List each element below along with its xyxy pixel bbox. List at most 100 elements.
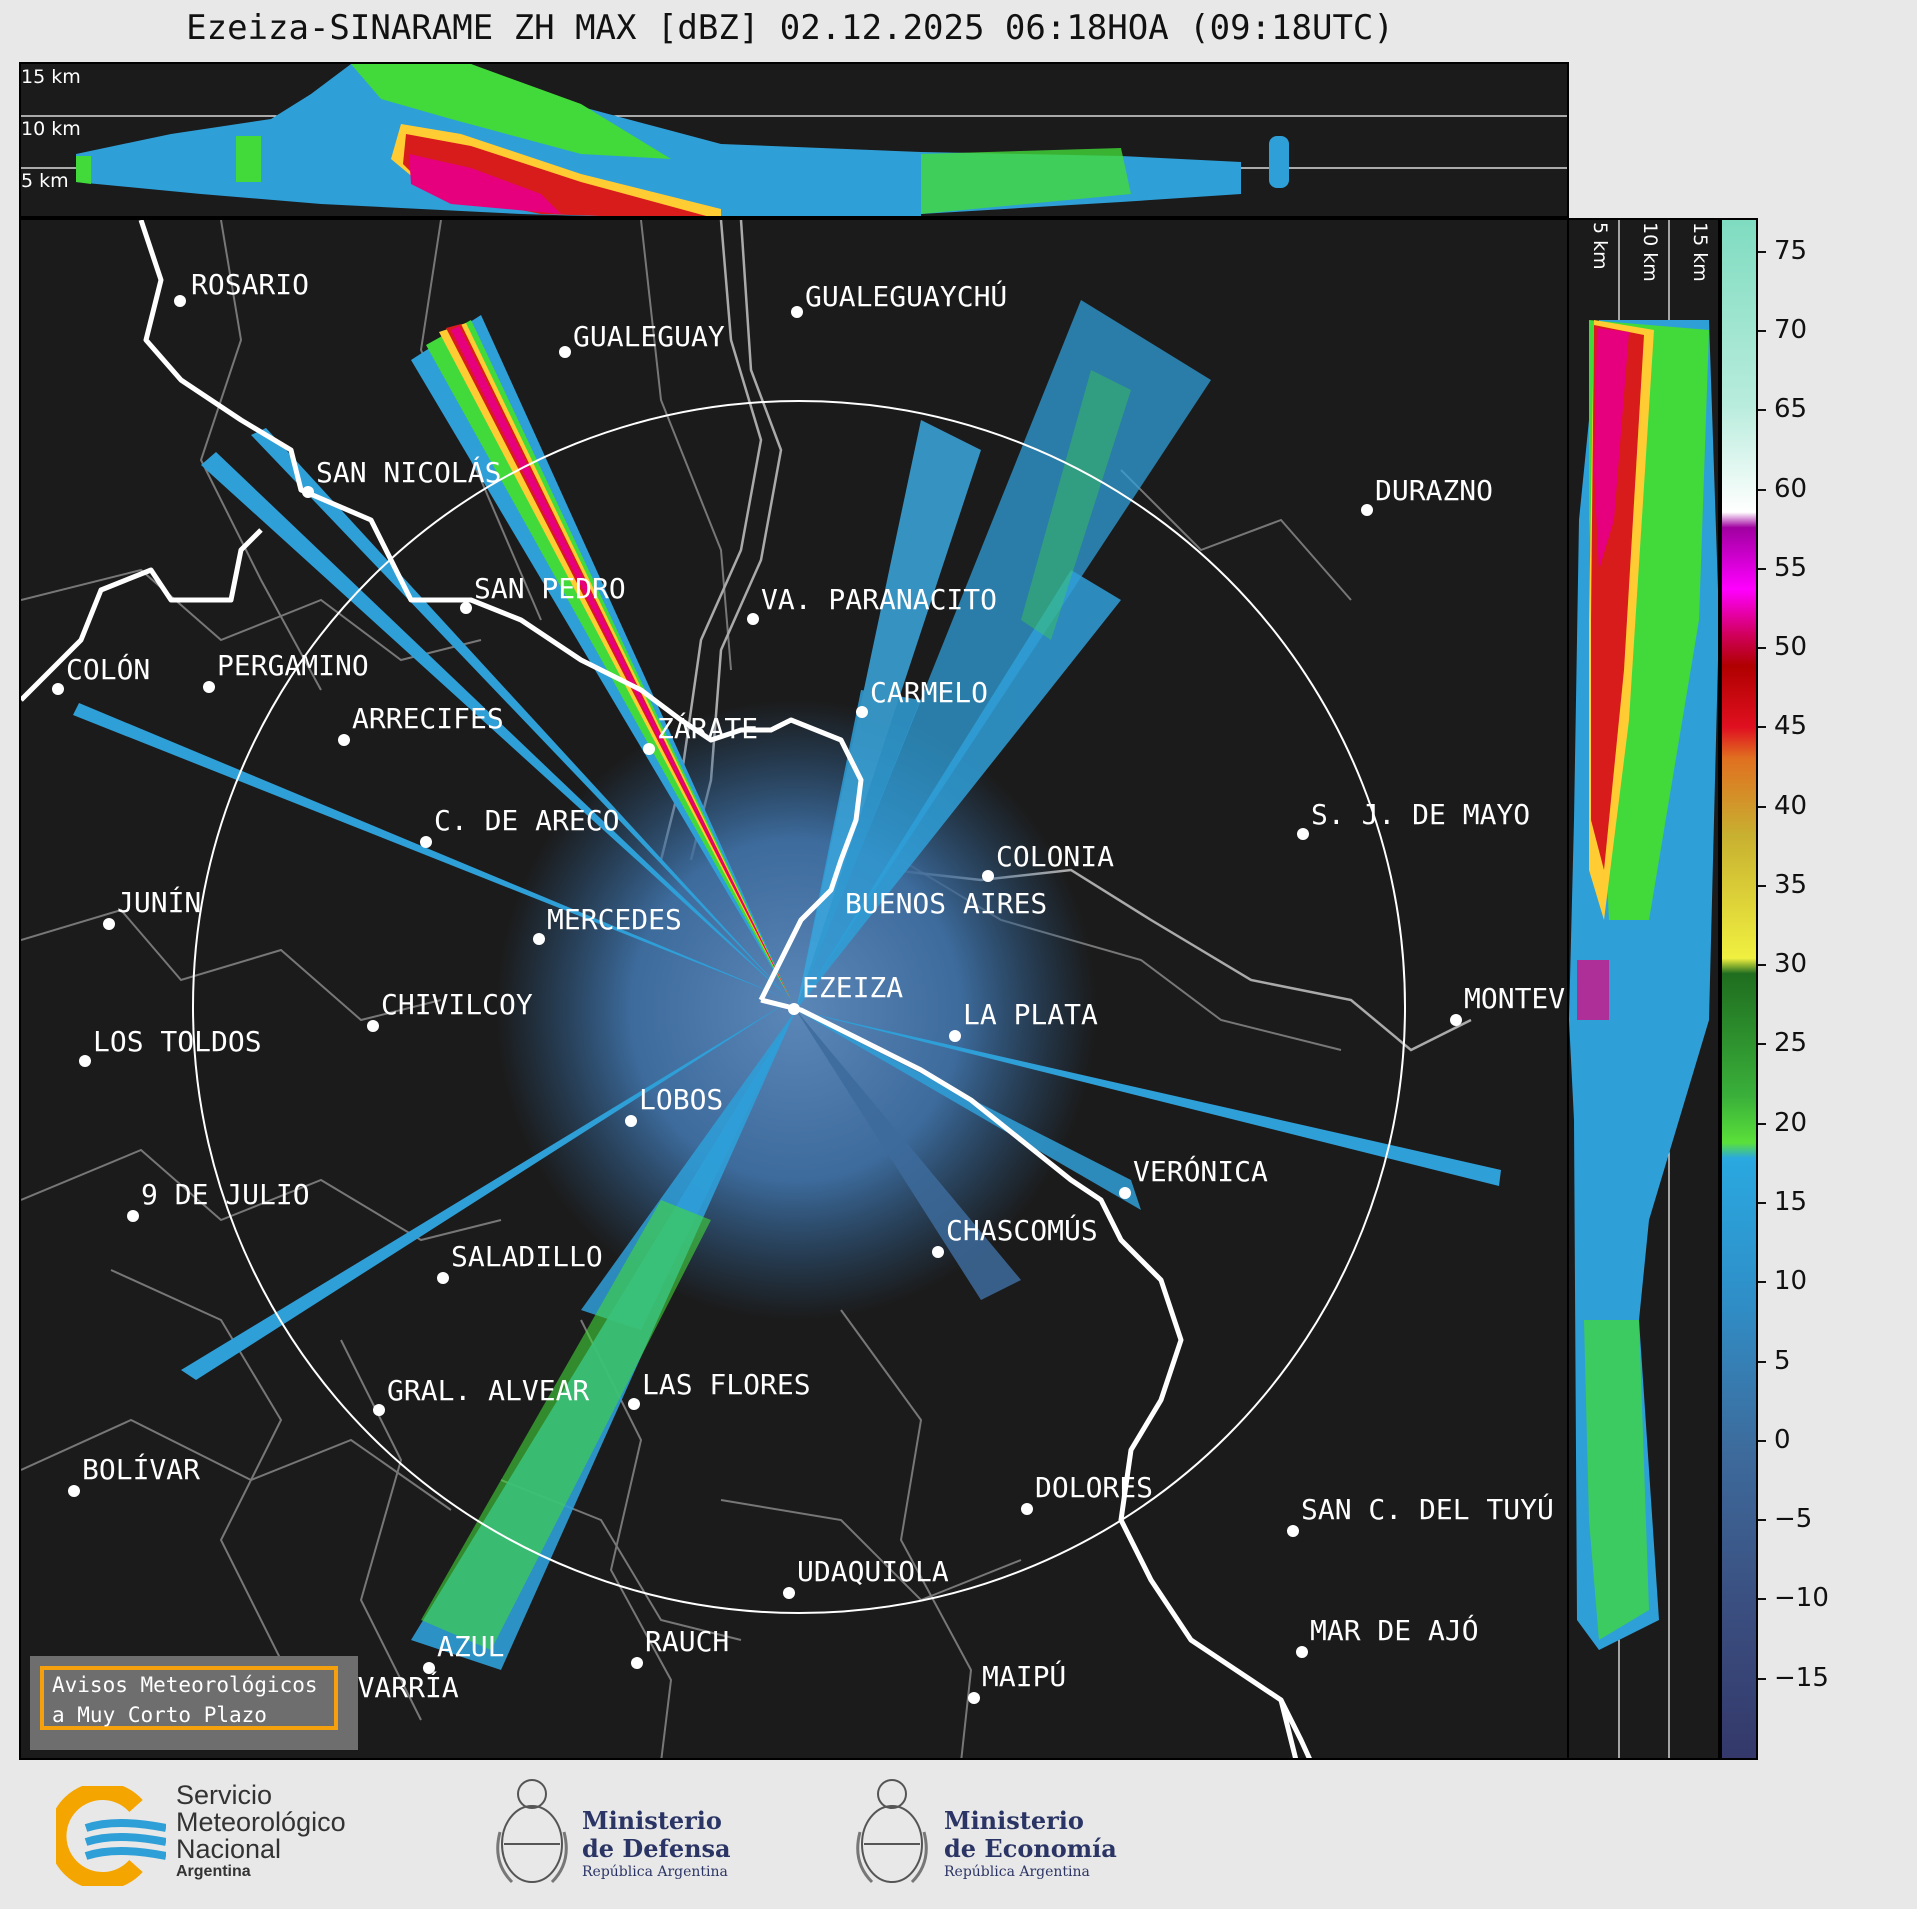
colorbar-tick: 60 (1757, 473, 1808, 504)
colorbar-tick: 15 (1757, 1187, 1807, 1217)
city-dot (68, 1485, 80, 1497)
colorbar-tick-label: 5 (1774, 1345, 1791, 1376)
avisos-box: Avisos Meteorológicos a Muy Corto Plazo (40, 1666, 338, 1730)
city-label-maipu: MAIPÚ (982, 1660, 1067, 1693)
height-label-15km: 15 km (21, 66, 81, 88)
city-label-gualeguay: GUALEGUAY (573, 320, 725, 353)
colorbar-tick-label: 70 (1774, 314, 1808, 345)
colorbar-tick-label: 65 (1774, 394, 1808, 425)
city-label-zarate: ZÁRATE (657, 712, 759, 745)
smn-logo-text: Servicio Meteorológico Nacional Argentin… (176, 1782, 346, 1881)
city-label-bolivar: BOLÍVAR (82, 1453, 201, 1486)
city-dot (747, 613, 759, 625)
city-dot (367, 1020, 379, 1032)
city-label-mercedes: MERCEDES (547, 903, 682, 936)
colorbar-tick-label: 50 (1774, 632, 1808, 663)
city-dot (174, 295, 186, 307)
height-label-5km: 5 km (21, 170, 69, 192)
smn-logo-icon (48, 1782, 167, 1890)
city-label-rauch: RAUCH (645, 1625, 730, 1658)
city-dot (460, 602, 472, 614)
radar-map: ROSARIO GUALEGUAYCHÚ GUALEGUAY SAN NICOL… (19, 218, 1569, 1760)
side-height-label-15km: 15 km (1689, 222, 1711, 282)
side-height-label-5km: 5 km (1589, 222, 1611, 270)
city-dot (1450, 1014, 1462, 1026)
defensa-line1: Ministerio (582, 1806, 722, 1835)
city-dot (203, 681, 215, 693)
defensa-line2: de Defensa (582, 1834, 731, 1863)
colorbar-tick-label: 25 (1774, 1028, 1808, 1059)
city-dot (79, 1055, 91, 1067)
city-dot (791, 306, 803, 318)
city-dot (127, 1210, 139, 1222)
city-label-ezeiza: EZEIZA (802, 971, 904, 1004)
city-dot (302, 486, 314, 498)
smn-line4: Argentina (176, 1863, 251, 1880)
city-label-colonia: COLONIA (996, 840, 1115, 873)
city-dot (1361, 504, 1373, 516)
colorbar-tick: 55 (1757, 552, 1808, 583)
colorbar-tick: −5 (1757, 1504, 1812, 1534)
economia-seal (852, 1772, 932, 1906)
city-dot (968, 1692, 980, 1704)
escudo-icon (856, 1779, 928, 1884)
city-dot (559, 346, 571, 358)
colorbar-tick-label: −15 (1774, 1662, 1829, 1693)
smn-line2: Meteorológico (176, 1807, 346, 1837)
colorbar-tick-label: 30 (1774, 949, 1808, 980)
city-label-pergamino: PERGAMINO (217, 649, 369, 682)
colorbar-tick: −15 (1758, 1662, 1829, 1693)
colorbar-tick: 40 (1757, 791, 1807, 821)
city-label-junin: JUNÍN (117, 886, 202, 919)
city-dot (643, 743, 655, 755)
smn-logo (48, 1782, 167, 1890)
city-label-montevideo: MONTEVIDEO (1464, 982, 1567, 1015)
avisos-line2: a Muy Corto Plazo (52, 1703, 267, 1727)
side-height-profile: 5 km 10 km 15 km (1569, 218, 1720, 1760)
city-dot (420, 836, 432, 848)
city-label-lobos: LOBOS (639, 1083, 724, 1116)
city-label-san-pedro: SAN PEDRO (474, 572, 626, 605)
city-label-san-c-del-tuyu: SAN C. DEL TUYÚ (1301, 1493, 1554, 1526)
city-dot (423, 1662, 435, 1674)
colorbar-tick: 30 (1757, 949, 1808, 980)
city-label-veronica: VERÓNICA (1133, 1155, 1268, 1188)
colorbar-tick-label: 75 (1774, 235, 1808, 266)
city-dot (982, 870, 994, 882)
city-label-arrecifes: ARRECIFES (352, 702, 504, 735)
city-dot (52, 683, 64, 695)
city-label-va-paranacito: VA. PARANACITO (761, 583, 998, 616)
city-dot (103, 918, 115, 930)
city-label-chascomus: CHASCOMÚS (946, 1214, 1098, 1247)
colorbar-tick-label: 20 (1774, 1107, 1808, 1138)
city-label-san-nicolas: SAN NICOLÁS (316, 456, 502, 489)
city-dot (949, 1030, 961, 1042)
colorbar-tick-label: 60 (1774, 473, 1808, 504)
smn-line3: Nacional (176, 1834, 282, 1864)
city-label-la-plata: LA PLATA (963, 998, 1098, 1031)
product-title: Ezeiza-SINARAME ZH MAX [dBZ] 02.12.2025 … (186, 8, 1394, 48)
colorbar-tick: 35 (1757, 870, 1807, 900)
city-label-durazno: DURAZNO (1375, 474, 1494, 507)
colorbar-tick-label: 10 (1774, 1266, 1808, 1297)
city-label-udaquiola: UDAQUIOLA (797, 1555, 949, 1588)
city-dot (625, 1115, 637, 1127)
smn-line1: Servicio (176, 1780, 273, 1810)
city-dot (932, 1246, 944, 1258)
economia-line3: República Argentina (944, 1864, 1090, 1880)
city-dot (1119, 1187, 1131, 1199)
side-height-label-10km: 10 km (1639, 222, 1661, 282)
colorbar-tick-label: 55 (1774, 552, 1808, 583)
city-dot (783, 1587, 795, 1599)
escudo-icon (496, 1779, 568, 1884)
city-label-rosario: ROSARIO (191, 268, 310, 301)
colorbar-tick: 45 (1757, 711, 1807, 741)
city-dot (1021, 1503, 1033, 1515)
colorbar-tick: 10 (1757, 1266, 1808, 1297)
city-label-mar-de-ajo: MAR DE AJÓ (1310, 1614, 1479, 1647)
top-height-profile: 15 km 10 km 5 km (19, 62, 1569, 218)
colorbar (1720, 218, 1758, 1760)
city-label-las-flores: LAS FLORES (642, 1368, 811, 1401)
avisos-badge[interactable]: Avisos Meteorológicos a Muy Corto Plazo (30, 1656, 358, 1750)
radar-site-dot (788, 1003, 800, 1015)
